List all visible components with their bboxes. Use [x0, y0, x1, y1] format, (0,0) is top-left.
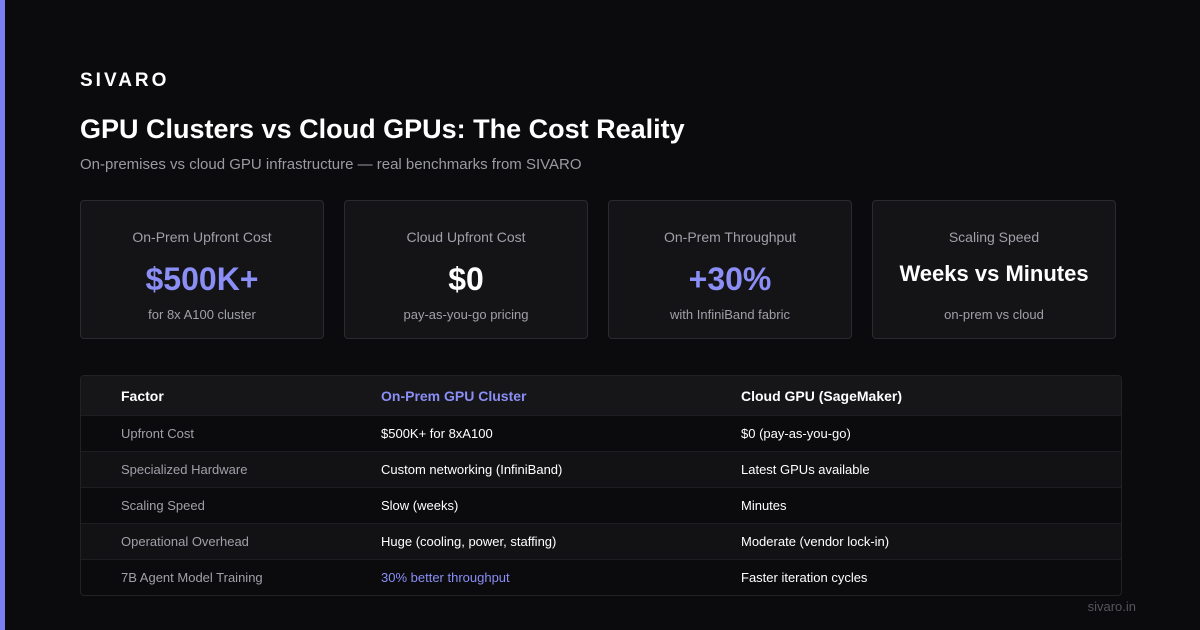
table-cell: Faster iteration cycles [741, 570, 868, 585]
card-label: Cloud Upfront Cost [406, 229, 526, 245]
card-label: Scaling Speed [948, 229, 1040, 245]
card-value: Weeks vs Minutes [899, 261, 1089, 286]
table-cell: Specialized Hardware [121, 462, 248, 477]
card-note: for 8x A100 cluster [148, 307, 256, 322]
card-note: pay-as-you-go pricing [403, 307, 529, 322]
table-cell: Moderate (vendor lock-in) [741, 534, 890, 549]
table-row: Upfront Cost $500K+ for 8xA100 $0 (pay-as-… [81, 415, 1121, 451]
table-row: Scaling Speed Slow (weeks) Minutes [81, 487, 1121, 523]
card-value: $0 [448, 261, 484, 297]
card-note: with InfiniBand fabric [670, 307, 790, 322]
table-cell: $0 (pay-as-you-go) [741, 426, 851, 441]
table-row: 7B Agent Model Training 30% better throug… [81, 559, 1121, 595]
header-cell: Cloud GPU (SageMaker) [741, 387, 903, 404]
table-cell: Scaling Speed [121, 498, 205, 513]
table-cell: 7B Agent Model Training [121, 570, 263, 585]
card-label: On-Prem Throughput [663, 229, 797, 245]
header-cell: On-Prem GPU Cluster [381, 387, 527, 404]
stat-card: Scaling Speed Weeks vs Minutes on-prem vs … [872, 200, 1116, 339]
table-cell: Minutes [741, 498, 787, 513]
stat-card: On-Prem Upfront Cost $500K+ for 8x A100 cl… [80, 200, 324, 339]
card-value: +30% [688, 261, 772, 297]
title: GPU Clusters vs Cloud GPUs: The Cost Rea… [80, 114, 685, 144]
card-label: On-Prem Upfront Cost [132, 229, 272, 245]
card-value: $500K+ [145, 261, 259, 297]
table-cell: Custom networking (InfiniBand) [381, 462, 563, 477]
table-cell: Upfront Cost [121, 426, 194, 441]
table: Factor On-Prem GPU Cluster Cloud GPU (Sage… [80, 375, 1122, 596]
table-cell: $500K+ for 8xA100 [381, 426, 493, 441]
table-header: Factor On-Prem GPU Cluster Cloud GPU (Sage… [81, 376, 1121, 415]
stat-card: On-Prem Throughput +30% with InfiniBand fa… [608, 200, 852, 339]
card-note: on-prem vs cloud [944, 307, 1044, 322]
table-cell: 30% better throughput [381, 570, 510, 585]
table-cell: Huge (cooling, power, staffing) [381, 534, 557, 549]
stat-card: Cloud Upfront Cost $0 pay-as-you-go pricin… [344, 200, 588, 339]
subtitle: On-premises vs cloud GPU infrastructure … [80, 156, 582, 173]
brand: SIVARO [80, 70, 170, 91]
table-cell: Operational Overhead [121, 534, 249, 549]
header-cell: Factor [121, 387, 164, 404]
table-row: Operational Overhead Huge (cooling, power… [81, 523, 1121, 559]
table-cell: Slow (weeks) [381, 498, 459, 513]
accent-bar [0, 0, 5, 630]
table-cell: Latest GPUs available [741, 462, 870, 477]
cards: On-Prem Upfront Cost $500K+ for 8x A100 cl… [80, 200, 1116, 339]
table-row: Specialized Hardware Custom networking (I… [81, 451, 1121, 487]
footer: sivaro.in [1087, 599, 1136, 614]
